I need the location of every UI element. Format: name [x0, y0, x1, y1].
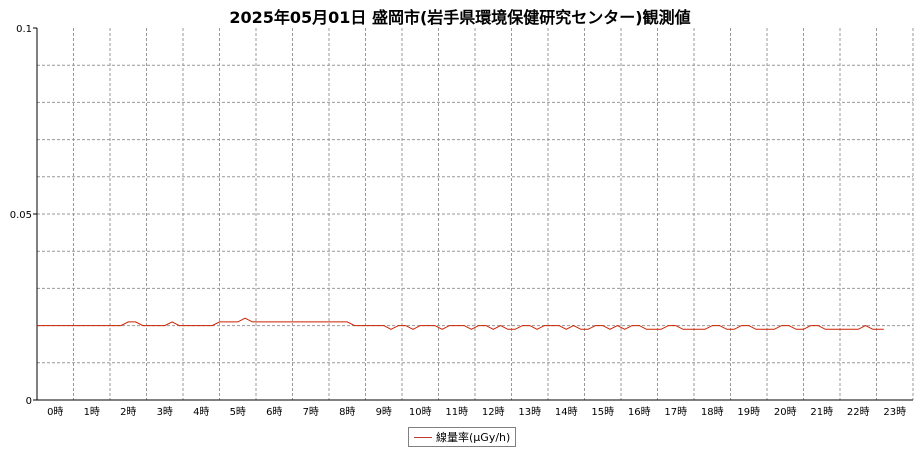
x-tick-label: 15時 — [591, 406, 614, 418]
x-tick-label: 6時 — [266, 406, 282, 418]
chart-title: 2025年05月01日 盛岡市(岩手県環境保健研究センター)観測値 — [229, 8, 691, 27]
x-tick-label: 16時 — [628, 406, 651, 418]
x-tick-label: 1時 — [84, 406, 100, 418]
x-tick-label: 22時 — [847, 406, 870, 418]
x-tick-label: 2時 — [120, 406, 136, 418]
series-layer — [37, 317, 884, 330]
y-tick-label: 0.05 — [10, 210, 32, 221]
x-tick-label: 11時 — [445, 406, 468, 418]
x-tick-label: 13時 — [518, 406, 541, 418]
x-tick-label: 10時 — [409, 406, 432, 418]
y-tick-label: 0.1 — [16, 24, 32, 35]
grid — [37, 28, 914, 400]
x-tick-label: 0時 — [47, 406, 63, 418]
legend-swatch — [414, 436, 432, 438]
x-tick-label: 20時 — [774, 406, 797, 418]
x-tick-label: 9時 — [376, 406, 392, 418]
x-tick-label: 12時 — [482, 406, 505, 418]
x-tick-label: 14時 — [555, 406, 578, 418]
series-line — [37, 317, 884, 330]
x-tick-label: 18時 — [701, 406, 724, 418]
axes — [33, 27, 913, 401]
y-tick-label: 0 — [26, 396, 32, 407]
x-tick-label: 21時 — [810, 406, 833, 418]
x-tick-label: 8時 — [339, 406, 355, 418]
x-tick-label: 4時 — [193, 406, 209, 418]
legend-label: 線量率(μGy/h) — [436, 431, 511, 444]
x-tick-label: 23時 — [883, 406, 906, 418]
x-tick-label: 19時 — [737, 406, 760, 418]
legend: 線量率(μGy/h) — [408, 427, 517, 447]
x-tick-label: 17時 — [664, 406, 687, 418]
x-tick-label: 5時 — [230, 406, 246, 418]
tick-labels: 0 0.05 0.1 0時 1時 2時 3時 4時 5時 6時 7時 8時 9時 10時 11時 12時 13時… — [10, 24, 906, 418]
x-tick-label: 7時 — [303, 406, 319, 418]
x-tick-label: 3時 — [157, 406, 173, 418]
